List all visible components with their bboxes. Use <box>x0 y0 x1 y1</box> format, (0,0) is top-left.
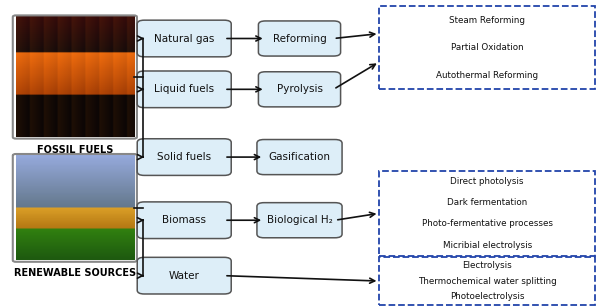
Bar <box>379 6 595 89</box>
FancyBboxPatch shape <box>257 140 342 175</box>
Text: Natural gas: Natural gas <box>154 34 215 43</box>
Text: FOSSIL FUELS: FOSSIL FUELS <box>37 145 113 155</box>
FancyBboxPatch shape <box>137 20 231 57</box>
FancyBboxPatch shape <box>257 203 342 238</box>
Text: RENEWABLE SOURCES: RENEWABLE SOURCES <box>14 268 136 278</box>
Text: Micribial electrolysis: Micribial electrolysis <box>442 241 532 249</box>
FancyBboxPatch shape <box>137 71 231 108</box>
Text: Pyrolysis: Pyrolysis <box>276 84 323 94</box>
FancyBboxPatch shape <box>258 21 341 56</box>
Text: Solid fuels: Solid fuels <box>157 152 212 162</box>
Bar <box>379 257 595 305</box>
Text: Thermochemical water splitting: Thermochemical water splitting <box>418 277 557 286</box>
Text: Dark fermentation: Dark fermentation <box>447 198 527 207</box>
FancyBboxPatch shape <box>137 257 231 294</box>
Text: Partial Oxidation: Partial Oxidation <box>451 43 523 52</box>
Text: Autothermal Reforming: Autothermal Reforming <box>436 71 538 80</box>
Text: Steam Reforming: Steam Reforming <box>449 15 525 25</box>
Text: Electrolysis: Electrolysis <box>462 261 512 270</box>
Text: Biological H₂: Biological H₂ <box>267 215 332 225</box>
FancyBboxPatch shape <box>137 202 231 239</box>
Text: Liquid fuels: Liquid fuels <box>154 84 215 94</box>
Text: Biomass: Biomass <box>162 215 206 225</box>
Bar <box>379 171 595 256</box>
Text: Photoelectrolysis: Photoelectrolysis <box>450 293 525 302</box>
FancyBboxPatch shape <box>258 72 341 107</box>
FancyBboxPatch shape <box>137 139 231 176</box>
Text: Photo-fermentative processes: Photo-fermentative processes <box>422 219 553 228</box>
Text: Direct photolysis: Direct photolysis <box>450 177 524 186</box>
Text: Reforming: Reforming <box>273 34 326 43</box>
Text: Gasification: Gasification <box>269 152 331 162</box>
Text: Water: Water <box>169 271 200 281</box>
